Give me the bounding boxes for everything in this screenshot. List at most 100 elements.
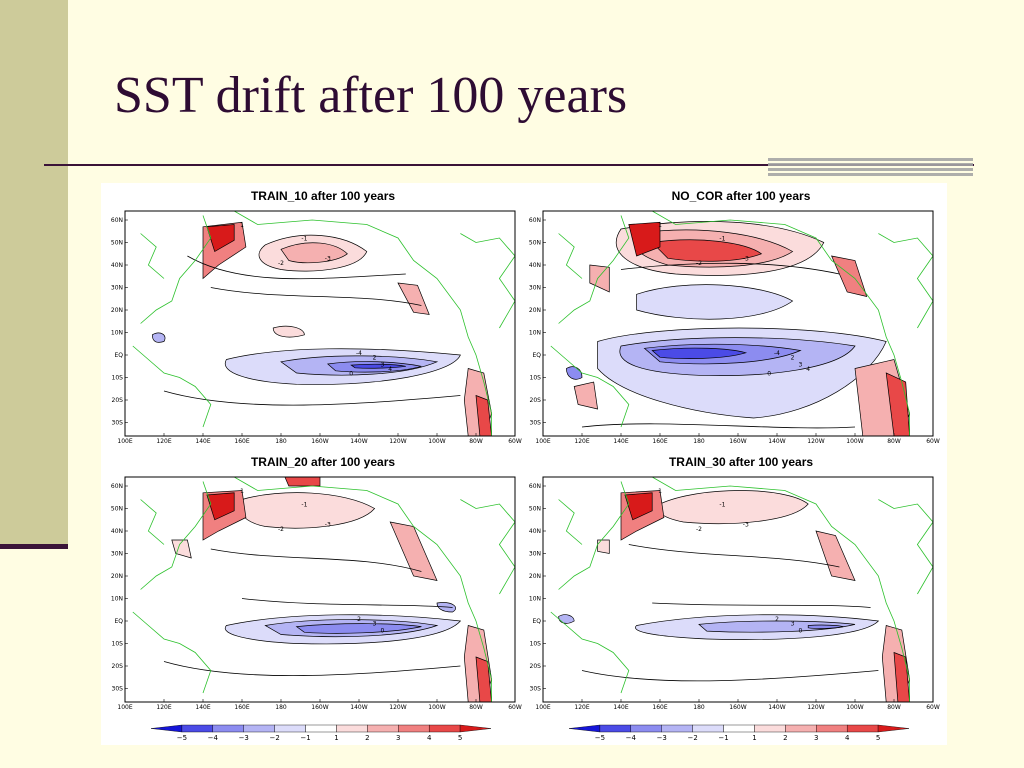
- colorbar-swatch: [630, 724, 662, 733]
- coastline: [652, 211, 910, 436]
- contour-label: -1: [301, 235, 307, 242]
- sst-map-panel: 100E 120E 140E 160E 180 160W 140W 120W 100W 80W 60…: [529, 210, 940, 445]
- colorbar: −5 −4 −3 −2 −1 1 2 3 4 5: [568, 724, 910, 742]
- contour-fill: [238, 492, 376, 529]
- coastline: [132, 345, 212, 428]
- contour-fill: [656, 490, 809, 524]
- panel-title-train10: TRAIN_10 after 100 years: [250, 189, 396, 203]
- contour-label: 1: [658, 488, 662, 495]
- colorbar-swatch: [785, 724, 817, 733]
- colorbar-swatch: [305, 724, 337, 733]
- x-tick-label: 180: [693, 704, 705, 711]
- colorbar-label: −4: [626, 734, 637, 742]
- contour-fill: [807, 624, 844, 629]
- contour-label: -1: [719, 501, 725, 508]
- contour-fill: [651, 347, 748, 359]
- figure-panel-grid: TRAIN_10 after 100 years NO_COR after 10…: [101, 183, 947, 745]
- contour-label: -1: [301, 501, 307, 508]
- contour-label: -3: [743, 256, 749, 263]
- x-tick-label: 160W: [729, 438, 746, 445]
- colorbar-end-arrow: [459, 724, 492, 733]
- colorbar-swatch: [754, 724, 786, 733]
- colorbar-swatch: [181, 724, 214, 733]
- contour-label: 2: [791, 355, 795, 362]
- x-tick-label: 160E: [234, 704, 249, 711]
- colorbar-end-arrow: [877, 724, 910, 733]
- colorbar-swatch: [243, 724, 275, 733]
- colorbar-end-arrow: [568, 724, 601, 733]
- y-tick-label: 20N: [111, 573, 123, 580]
- sst-map-panel: 100E 120E 140E 160E 180 160W 140W 120W 100W 80W 60…: [111, 210, 522, 445]
- y-tick-label: 20S: [112, 663, 124, 670]
- x-tick-label: 140E: [613, 704, 628, 711]
- y-tick-label: 40N: [529, 528, 541, 535]
- coastline: [558, 499, 583, 545]
- colorbar-end-arrow: [150, 724, 183, 733]
- y-tick-label: 10N: [529, 330, 541, 337]
- slide-side-bar: [0, 0, 68, 545]
- y-tick-label: 10S: [530, 641, 542, 648]
- contour-label: 4: [388, 366, 392, 373]
- y-tick-label: 30S: [112, 686, 124, 693]
- x-tick-label: 140W: [350, 438, 367, 445]
- x-tick-label: 120E: [574, 438, 589, 445]
- y-tick-label: 20S: [112, 397, 124, 404]
- colorbar-label: 2: [365, 734, 369, 742]
- colorbar-label: 4: [427, 734, 432, 742]
- colorbar-swatch: [367, 724, 399, 733]
- contour-fill: [206, 492, 235, 521]
- contour-label: 1: [240, 488, 244, 495]
- colorbar-label: −2: [687, 734, 697, 742]
- coastline: [140, 233, 165, 279]
- contour-fill: [831, 255, 868, 297]
- coastline: [550, 345, 630, 428]
- y-tick-label: 40N: [111, 262, 123, 269]
- x-tick-label: 120E: [574, 704, 589, 711]
- y-tick-label: EQ: [532, 618, 541, 625]
- colorbar-label: 4: [845, 734, 850, 742]
- colorbar-swatch: [428, 724, 461, 733]
- colorbar-label: 5: [458, 734, 462, 742]
- y-tick-label: 30N: [529, 285, 541, 292]
- x-tick-label: 120W: [389, 704, 406, 711]
- coastline: [558, 215, 630, 324]
- x-tick-label: 160W: [311, 438, 328, 445]
- contour-label: -2: [696, 260, 702, 267]
- y-tick-label: 20N: [529, 307, 541, 314]
- contour-label: -2: [696, 526, 702, 533]
- colorbar: −5 −4 −3 −2 −1 1 2 3 4 5: [150, 724, 492, 742]
- y-tick-label: 10S: [530, 375, 542, 382]
- x-tick-label: 140W: [768, 438, 785, 445]
- y-tick-label: 30S: [530, 420, 542, 427]
- contour-fill: [815, 530, 856, 581]
- contour-label: -1: [719, 235, 725, 242]
- slide-side-divider: [0, 544, 68, 549]
- x-tick-label: 160W: [729, 704, 746, 711]
- colorbar-swatch: [692, 724, 724, 733]
- x-tick-label: 100E: [117, 704, 132, 711]
- contour-label: -4: [774, 350, 780, 357]
- colorbar-label: −1: [718, 734, 728, 742]
- x-tick-label: 60W: [926, 704, 940, 711]
- colorbar-swatch: [723, 724, 755, 733]
- contour-label: 1: [658, 222, 662, 229]
- x-tick-label: 140E: [613, 438, 628, 445]
- colorbar-label: 1: [752, 734, 756, 742]
- colorbar-label: −3: [657, 734, 667, 742]
- contour-label: 0: [767, 370, 771, 377]
- contour-fill: [573, 381, 599, 410]
- zero-contour: [187, 255, 406, 280]
- slide-title: SST drift after 100 years: [114, 67, 628, 124]
- y-tick-label: 30S: [530, 686, 542, 693]
- colorbar-label: 2: [783, 734, 787, 742]
- x-tick-label: 60W: [508, 438, 522, 445]
- colorbar-label: 5: [876, 734, 880, 742]
- panel-title-train30: TRAIN_30 after 100 years: [668, 455, 814, 469]
- title-rule-accent: [768, 158, 973, 178]
- x-tick-label: 180: [693, 438, 705, 445]
- colorbar-swatch: [212, 724, 244, 733]
- zero-contour: [210, 548, 422, 572]
- colorbar-label: 1: [334, 734, 338, 742]
- contour-label: 0: [349, 370, 353, 377]
- contour-fill: [397, 282, 430, 315]
